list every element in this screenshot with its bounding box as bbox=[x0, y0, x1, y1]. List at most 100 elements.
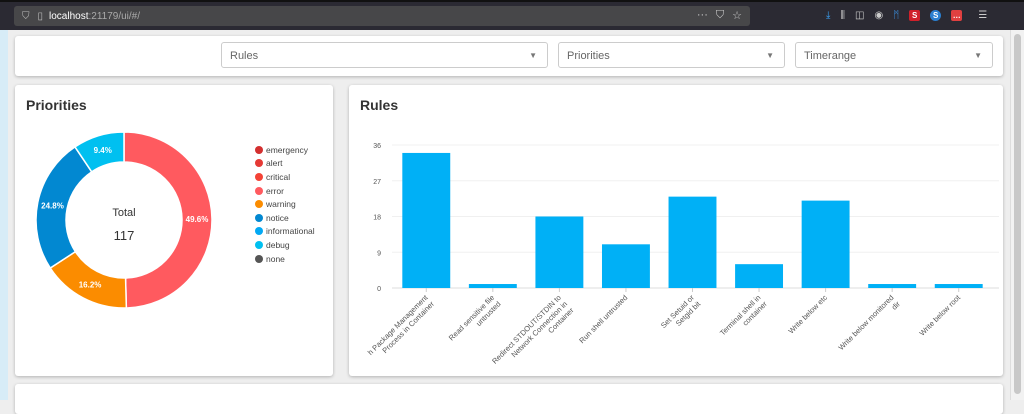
star-icon[interactable]: ☆ bbox=[732, 10, 742, 22]
scrollbar[interactable] bbox=[1010, 30, 1024, 400]
x-tick-label: Write below etc bbox=[786, 293, 829, 336]
bar[interactable] bbox=[735, 264, 784, 288]
chevron-down-icon: ▼ bbox=[974, 51, 982, 60]
y-tick-label: 9 bbox=[377, 250, 381, 257]
url-host: localhost bbox=[49, 10, 89, 22]
legend-dot bbox=[255, 145, 263, 154]
url-bar[interactable]: ⛉ ▯ localhost:21179/ui/#/ ··· ⛉ ☆ bbox=[14, 6, 750, 26]
library-icon[interactable]: ⫼ bbox=[840, 10, 846, 21]
bar[interactable] bbox=[868, 284, 917, 288]
legend-dot bbox=[255, 186, 263, 195]
pocket-icon[interactable]: ⛉ bbox=[715, 9, 725, 21]
legend-item[interactable]: error bbox=[255, 184, 315, 198]
x-tick-label: Run shell untrusted bbox=[577, 293, 629, 345]
legend-label: none bbox=[266, 253, 285, 264]
extension-s-icon[interactable]: S bbox=[909, 10, 921, 21]
bar[interactable] bbox=[801, 200, 850, 288]
x-tick-label-line: h Package Management bbox=[366, 292, 431, 357]
priorities-select[interactable]: Priorities ▼ bbox=[558, 42, 785, 68]
extension-icon[interactable]: ᛗ bbox=[893, 10, 900, 21]
chevron-down-icon: ▼ bbox=[529, 51, 537, 60]
scrollbar-thumb[interactable] bbox=[1014, 34, 1021, 394]
donut-total-value: 117 bbox=[114, 228, 135, 243]
bar[interactable] bbox=[668, 196, 717, 288]
priorities-card: Priorities Total 117 49.6% 16.2% 24.8% 9.4%… bbox=[15, 85, 333, 376]
x-tick-label-line: Run shell untrusted bbox=[577, 293, 629, 345]
rules-card: Rules 0 9 18 27 36 h Package Management Proces… bbox=[349, 85, 1003, 376]
legend-item[interactable]: debug bbox=[255, 238, 315, 252]
legend-dot bbox=[255, 213, 263, 222]
legend-item[interactable]: critical bbox=[255, 170, 315, 184]
y-tick-label: 27 bbox=[373, 179, 381, 186]
download-icon[interactable]: ⤓ bbox=[826, 10, 831, 21]
x-tick-label-line: Write below etc bbox=[786, 293, 829, 336]
bar[interactable] bbox=[601, 244, 650, 288]
sidebar-icon[interactable]: ◫ bbox=[855, 10, 865, 21]
donut-slice-label: 16.2% bbox=[79, 281, 102, 290]
x-tick-label-line: Network Connection in bbox=[509, 299, 569, 359]
y-tick-label: 0 bbox=[377, 286, 381, 293]
legend-label: emergency bbox=[266, 144, 309, 155]
menu-icon[interactable]: ☰ bbox=[978, 10, 988, 21]
donut-slice-label: 24.8% bbox=[41, 201, 64, 210]
extension-s2-icon[interactable]: S bbox=[930, 10, 942, 21]
more-icon[interactable]: ··· bbox=[696, 9, 708, 21]
bar[interactable] bbox=[402, 152, 451, 288]
priorities-select-label: Priorities bbox=[567, 50, 610, 62]
y-tick-label: 36 bbox=[373, 143, 381, 150]
account-icon[interactable]: ◉ bbox=[874, 10, 884, 21]
chevron-down-icon: ▼ bbox=[766, 51, 774, 60]
shield-icon[interactable]: ⛉ bbox=[22, 10, 30, 22]
priorities-legend: emergency alert critical error warning notice… bbox=[255, 143, 315, 265]
legend-label: alert bbox=[266, 158, 283, 169]
legend-dot bbox=[255, 200, 263, 209]
legend-item[interactable]: emergency bbox=[255, 143, 315, 157]
legend-label: warning bbox=[266, 199, 296, 210]
bottom-card bbox=[15, 384, 1003, 414]
left-strip bbox=[0, 30, 8, 400]
legend-dot bbox=[255, 172, 263, 181]
bar[interactable] bbox=[468, 284, 517, 288]
filter-card: Rules ▼ Priorities ▼ Timerange ▼ bbox=[15, 36, 1003, 76]
donut-slice-label: 9.4% bbox=[94, 146, 112, 155]
timerange-select[interactable]: Timerange ▼ bbox=[795, 42, 993, 68]
donut-slice-debug[interactable] bbox=[73, 131, 125, 173]
rules-select[interactable]: Rules ▼ bbox=[221, 42, 548, 68]
timerange-select-label: Timerange bbox=[804, 50, 857, 62]
rules-select-label: Rules bbox=[230, 50, 259, 62]
donut-slice-error[interactable] bbox=[123, 131, 213, 309]
donut-total-label: Total bbox=[112, 207, 135, 219]
url-path: :21179/ui/#/ bbox=[88, 10, 141, 22]
priorities-donut-chart: Total 117 49.6% 16.2% 24.8% 9.4% bbox=[35, 131, 213, 309]
extension-red-icon[interactable]: … bbox=[951, 10, 963, 21]
legend-dot bbox=[255, 227, 263, 236]
y-tick-label: 18 bbox=[373, 215, 381, 222]
page-icon: ▯ bbox=[37, 10, 44, 22]
legend-item[interactable]: notice bbox=[255, 211, 315, 225]
legend-item[interactable]: alert bbox=[255, 157, 315, 171]
x-tick-label: Write below root bbox=[918, 292, 963, 337]
legend-dot bbox=[255, 240, 263, 249]
legend-dot bbox=[255, 159, 263, 168]
legend-dot bbox=[255, 254, 263, 263]
legend-label: informational bbox=[266, 226, 315, 237]
legend-label: notice bbox=[266, 212, 289, 223]
legend-item[interactable]: warning bbox=[255, 197, 315, 211]
bar[interactable] bbox=[535, 216, 584, 289]
legend-label: debug bbox=[266, 239, 290, 250]
legend-item[interactable]: none bbox=[255, 252, 315, 266]
x-tick-label-line: Write below root bbox=[918, 292, 963, 337]
bar[interactable] bbox=[934, 284, 983, 288]
browser-toolbar: ⛉ ▯ localhost:21179/ui/#/ ··· ⛉ ☆ ⤓ ⫼ ◫ … bbox=[0, 0, 1024, 30]
priorities-title: Priorities bbox=[26, 97, 87, 113]
legend-item[interactable]: informational bbox=[255, 225, 315, 239]
rules-title: Rules bbox=[360, 97, 399, 113]
legend-label: critical bbox=[266, 171, 291, 182]
